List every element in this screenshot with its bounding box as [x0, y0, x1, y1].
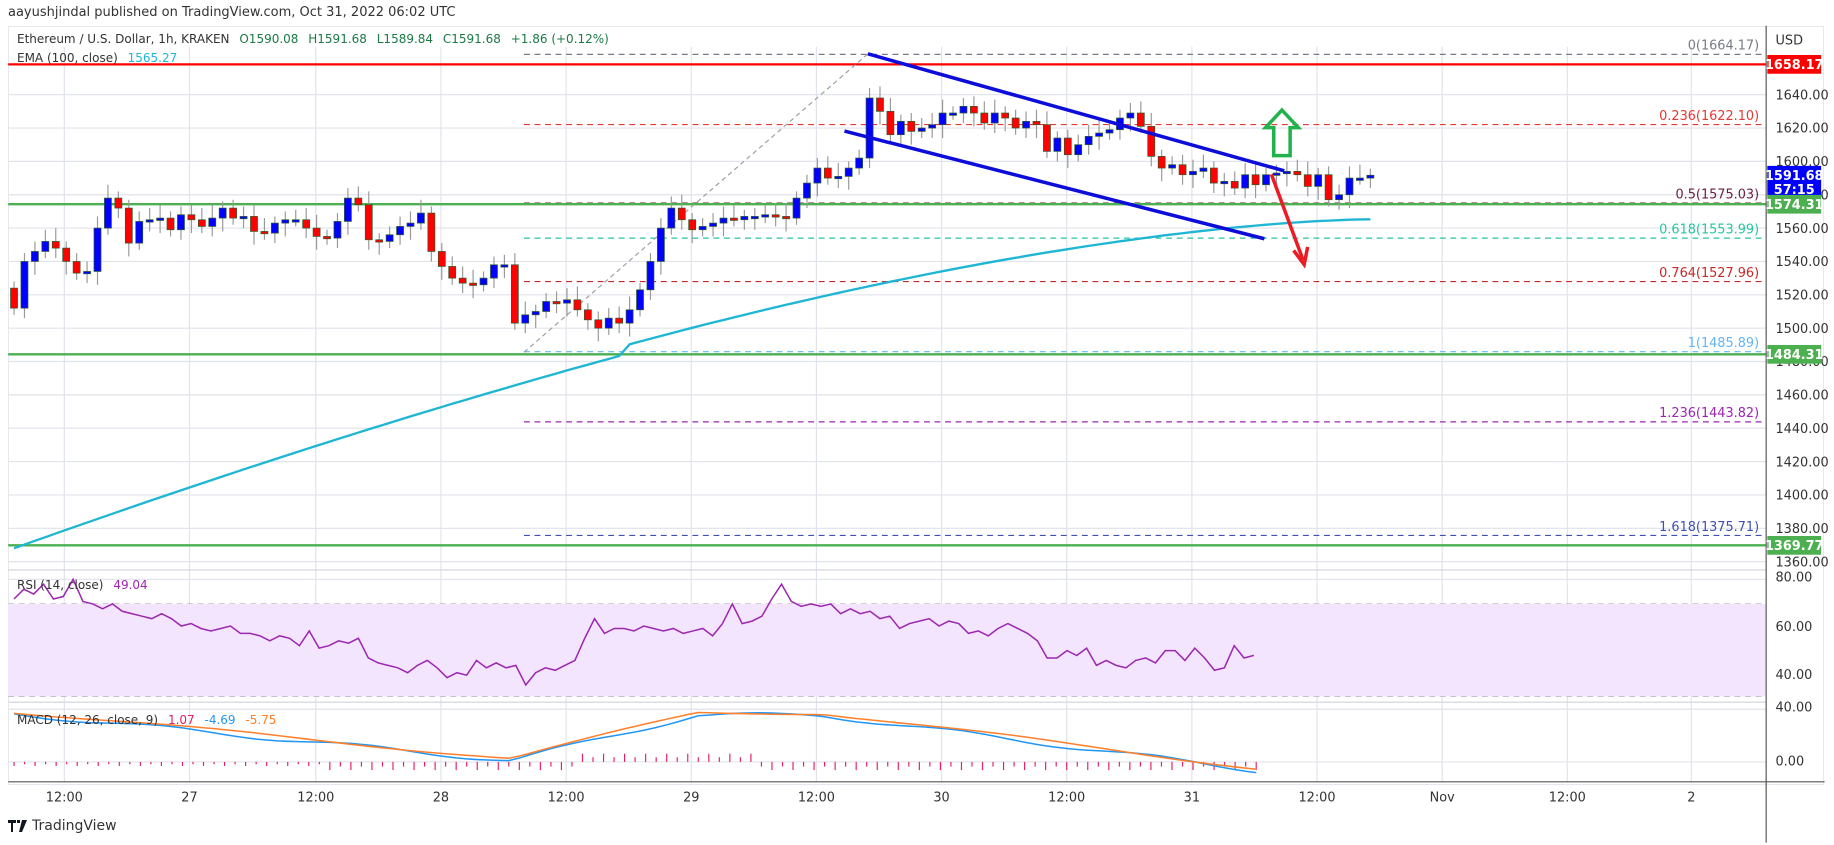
change-value: +1.86 (+0.12%)	[510, 32, 609, 46]
macd-line-value: -4.69	[204, 713, 236, 727]
rsi-value: 49.04	[113, 578, 148, 592]
svg-text:57:15: 57:15	[1774, 183, 1815, 198]
svg-text:27: 27	[181, 791, 197, 806]
high-value: H1591.68	[308, 32, 367, 46]
svg-text:1500.00: 1500.00	[1776, 322, 1829, 337]
channel-lower-line[interactable]	[844, 129, 1265, 241]
low-value: L1589.84	[376, 32, 434, 46]
svg-text:1440.00: 1440.00	[1776, 422, 1829, 437]
svg-text:Nov: Nov	[1430, 791, 1455, 806]
ema-legend[interactable]: EMA (100, close) 1565.27	[17, 51, 183, 65]
svg-text:80.00: 80.00	[1776, 571, 1813, 586]
svg-text:0.236(1622.10): 0.236(1622.10)	[1659, 109, 1759, 124]
ema-label: EMA (100, close)	[17, 51, 118, 65]
rsi-panel	[13, 577, 1255, 687]
svg-text:1640.00: 1640.00	[1776, 88, 1829, 103]
channel-upper-line[interactable]	[867, 52, 1285, 173]
symbol-legend[interactable]: Ethereum / U.S. Dollar, 1h, KRAKEN O1590…	[17, 32, 615, 46]
svg-text:1574.31: 1574.31	[1765, 198, 1824, 213]
ema-value: 1565.27	[127, 51, 178, 65]
brand-name: TradingView	[32, 818, 117, 834]
svg-text:1.236(1443.82): 1.236(1443.82)	[1659, 406, 1759, 421]
svg-text:12:00: 12:00	[1298, 791, 1335, 806]
macd-hist-value: 1.07	[167, 713, 195, 727]
svg-text:1620.00: 1620.00	[1776, 122, 1829, 137]
symbol-name: Ethereum / U.S. Dollar, 1h, KRAKEN	[17, 32, 230, 46]
svg-text:60.00: 60.00	[1776, 620, 1813, 635]
arrow-down-icon	[1269, 173, 1310, 269]
macd-panel	[13, 711, 1257, 774]
svg-text:1520.00: 1520.00	[1776, 288, 1829, 303]
svg-text:2: 2	[1687, 791, 1695, 806]
macd-signal-value: -5.75	[245, 713, 277, 727]
svg-text:1484.31: 1484.31	[1765, 348, 1824, 363]
svg-text:28: 28	[433, 791, 449, 806]
svg-text:1.618(1375.71): 1.618(1375.71)	[1659, 520, 1759, 535]
svg-text:12:00: 12:00	[798, 791, 835, 806]
ema-100-line	[13, 218, 1371, 550]
svg-text:0.5(1575.03): 0.5(1575.03)	[1675, 187, 1759, 202]
svg-text:0.764(1527.96): 0.764(1527.96)	[1659, 266, 1759, 281]
svg-text:29: 29	[683, 791, 699, 806]
svg-text:1560.00: 1560.00	[1776, 222, 1829, 237]
svg-text:1658.17: 1658.17	[1765, 58, 1824, 73]
rsi-band	[8, 603, 1767, 697]
svg-text:12:00: 12:00	[1048, 791, 1085, 806]
svg-text:12:00: 12:00	[46, 791, 83, 806]
macd-label: MACD (12, 26, close, 9)	[17, 713, 159, 727]
close-value: C1591.68	[442, 32, 501, 46]
horizontal-levels	[8, 63, 1767, 547]
svg-text:1460.00: 1460.00	[1776, 389, 1829, 404]
svg-text:USD: USD	[1776, 33, 1804, 48]
fibonacci-levels: 0(1664.17) 0.236(1622.10) 0.5(1575.03) 0.61…	[524, 39, 1762, 537]
svg-text:0.00: 0.00	[1776, 754, 1805, 769]
fib-trend-line	[523, 53, 869, 353]
svg-text:0(1664.17): 0(1664.17)	[1688, 39, 1759, 54]
svg-text:1420.00: 1420.00	[1776, 455, 1829, 470]
svg-text:12:00: 12:00	[297, 791, 334, 806]
svg-text:12:00: 12:00	[1549, 791, 1586, 806]
candlesticks	[10, 86, 1375, 342]
svg-text:12:00: 12:00	[548, 791, 585, 806]
svg-text:1540.00: 1540.00	[1776, 255, 1829, 270]
rsi-label: RSI (14, close)	[17, 578, 104, 592]
svg-text:1591.68: 1591.68	[1765, 169, 1824, 184]
svg-text:30: 30	[933, 791, 949, 806]
macd-legend[interactable]: MACD (12, 26, close, 9) 1.07 -4.69 -5.75	[17, 713, 282, 727]
open-value: O1590.08	[239, 32, 299, 46]
svg-text:1(1485.89): 1(1485.89)	[1688, 336, 1759, 351]
axes: USD1640.001620.001600.001580.001560.0015…	[8, 25, 1829, 843]
arrow-up-icon	[1261, 107, 1303, 158]
svg-text:40.00: 40.00	[1776, 668, 1813, 683]
publisher-caption: aayushjindal published on TradingView.co…	[8, 5, 456, 20]
svg-text:31: 31	[1184, 791, 1200, 806]
svg-text:1360.00: 1360.00	[1776, 555, 1829, 570]
svg-text:1400.00: 1400.00	[1776, 489, 1829, 504]
svg-text:0.618(1553.99): 0.618(1553.99)	[1659, 222, 1759, 237]
tradingview-logo[interactable]: TradingView	[8, 818, 117, 834]
svg-text:1380.00: 1380.00	[1776, 522, 1829, 537]
svg-text:40.00: 40.00	[1776, 701, 1813, 716]
tradingview-logo-icon	[8, 820, 27, 832]
svg-text:1369.77: 1369.77	[1765, 539, 1824, 554]
rsi-legend[interactable]: RSI (14, close) 49.04	[17, 578, 154, 592]
